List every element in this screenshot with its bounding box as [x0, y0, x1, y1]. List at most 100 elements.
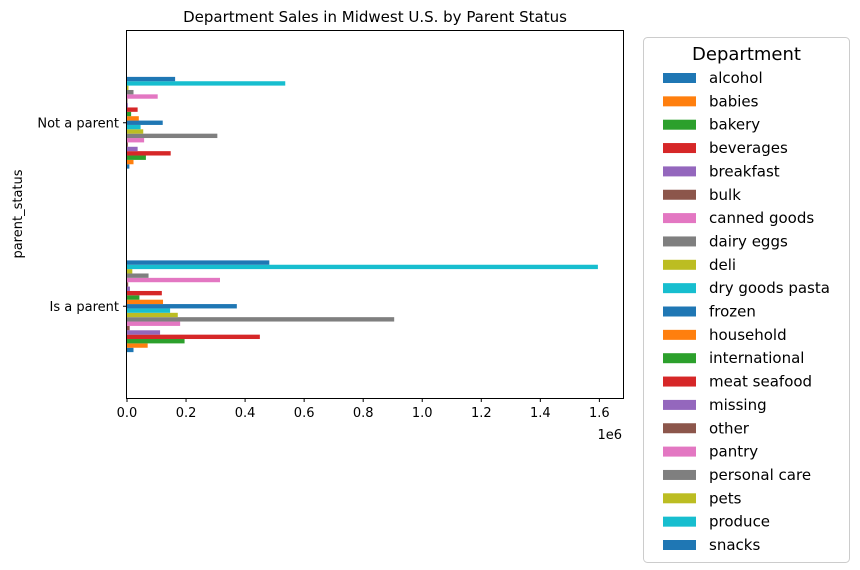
- legend-label-babies: babies: [709, 92, 759, 110]
- legend-label-missing: missing: [709, 396, 767, 414]
- legend: Department alcohol babies bakery beverages b…: [643, 37, 850, 563]
- bar-beverages-is-a-parent: [127, 334, 260, 340]
- bar-pantry-is-a-parent: [127, 277, 220, 283]
- legend-swatch-meat-seafood: [663, 376, 696, 387]
- x-scale-label: 1e6: [597, 428, 622, 443]
- legend-label-beverages: beverages: [709, 139, 788, 157]
- bar-dairy-eggs-is-a-parent: [127, 317, 395, 322]
- bar-dry-goods-pasta-is-a-parent: [127, 308, 171, 313]
- legend-swatch-pantry: [663, 446, 696, 457]
- bar-produce-is-a-parent: [127, 264, 598, 270]
- bar-breakfast-not-a-parent: [127, 146, 138, 152]
- legend-label-meat-seafood: meat seafood: [709, 373, 812, 391]
- bar-other-is-a-parent: [127, 282, 129, 287]
- bar-alcohol-is-a-parent: [127, 347, 134, 353]
- legend-label-bulk: bulk: [709, 186, 741, 204]
- x-tick-label: 0.2: [176, 406, 197, 421]
- chart-title: Department Sales in Midwest U.S. by Pare…: [183, 8, 567, 26]
- bar-bakery-not-a-parent: [127, 155, 146, 160]
- x-tick-label: 0.8: [353, 406, 374, 421]
- bar-pets-not-a-parent: [127, 85, 129, 90]
- y-tick-label: Is a parent: [50, 300, 119, 315]
- legend-title: Department: [692, 44, 801, 65]
- bar-canned-goods-not-a-parent: [127, 138, 145, 143]
- plot-frame: [126, 30, 624, 399]
- legend-swatch-pets: [663, 493, 696, 504]
- bar-dairy-eggs-not-a-parent: [127, 133, 218, 139]
- bar-missing-is-a-parent: [127, 286, 130, 291]
- y-tick-label: Not a parent: [37, 116, 119, 131]
- legend-label-produce: produce: [709, 513, 770, 531]
- legend-swatch-babies: [663, 96, 696, 107]
- x-tick-label: 1.4: [530, 406, 551, 421]
- bar-frozen-is-a-parent: [127, 304, 237, 309]
- y-tick-group: Is a parent Not a parent: [37, 116, 127, 315]
- bar-household-is-a-parent: [127, 299, 164, 305]
- bar-personal-care-is-a-parent: [127, 273, 149, 278]
- bar-babies-not-a-parent: [127, 159, 134, 165]
- bar-alcohol-not-a-parent: [127, 164, 130, 169]
- legend-swatch-produce: [663, 516, 696, 527]
- bar-bakery-is-a-parent: [127, 339, 185, 344]
- x-tick-label: 0.4: [235, 406, 256, 421]
- bar-pantry-not-a-parent: [127, 94, 158, 99]
- legend-swatch-snacks: [663, 540, 696, 550]
- legend-swatch-deli: [663, 259, 696, 270]
- bar-babies-is-a-parent: [127, 343, 148, 348]
- x-tick-label: 1.0: [412, 406, 433, 421]
- legend-label-dry-goods-pasta: dry goods pasta: [709, 279, 830, 297]
- bar-snacks-is-a-parent: [127, 260, 270, 265]
- legend-label-bakery: bakery: [709, 116, 760, 134]
- legend-label-household: household: [709, 326, 787, 344]
- bars-group: [127, 76, 598, 353]
- legend-swatch-canned-goods: [663, 213, 696, 224]
- x-tick-label: 1.6: [589, 406, 610, 421]
- x-tick-label: 1.2: [471, 406, 492, 421]
- bar-international-is-a-parent: [127, 295, 140, 300]
- legend-swatch-dairy-eggs: [663, 236, 696, 247]
- legend-swatch-breakfast: [663, 166, 696, 177]
- bar-deli-is-a-parent: [127, 312, 178, 318]
- legend-swatch-beverages: [663, 143, 696, 154]
- bar-meat-seafood-is-a-parent: [127, 290, 162, 296]
- bar-international-not-a-parent: [127, 111, 132, 117]
- y-axis-label: parent_status: [11, 169, 26, 258]
- legend-swatch-household: [663, 329, 696, 340]
- bar-deli-not-a-parent: [127, 129, 144, 134]
- legend-swatch-dry-goods-pasta: [663, 283, 696, 294]
- legend-label-other: other: [709, 419, 750, 437]
- legend-swatch-bulk: [663, 189, 696, 200]
- legend-swatch-bakery: [663, 119, 696, 130]
- x-tick-group: 0.0 0.2 0.4 0.6 0.8 1.0 1.2 1.4 1.6: [117, 398, 610, 421]
- legend-label-breakfast: breakfast: [709, 162, 780, 180]
- legend-swatch-international: [663, 353, 696, 364]
- bar-breakfast-is-a-parent: [127, 330, 161, 335]
- legend-label-frozen: frozen: [709, 303, 756, 321]
- bar-frozen-not-a-parent: [127, 120, 163, 125]
- bar-beverages-not-a-parent: [127, 151, 171, 156]
- legend-label-personal-care: personal care: [709, 466, 811, 484]
- legend-swatch-missing: [663, 399, 696, 410]
- bar-dry-goods-pasta-not-a-parent: [127, 124, 141, 130]
- bar-canned-goods-is-a-parent: [127, 321, 181, 326]
- legend-label-canned-goods: canned goods: [709, 209, 814, 227]
- legend-items: alcohol babies bakery beverages breakfast bul…: [663, 69, 830, 554]
- legend-label-international: international: [709, 349, 804, 367]
- legend-swatch-other: [663, 423, 696, 434]
- bar-pets-is-a-parent: [127, 269, 133, 274]
- x-tick-label: 0.6: [294, 406, 315, 421]
- legend-label-snacks: snacks: [709, 536, 760, 554]
- bar-snacks-not-a-parent: [127, 76, 176, 82]
- legend-swatch-alcohol: [663, 73, 696, 83]
- bar-personal-care-not-a-parent: [127, 89, 134, 95]
- legend-label-pantry: pantry: [709, 443, 758, 461]
- x-tick-label: 0.0: [117, 406, 138, 421]
- legend-label-dairy-eggs: dairy eggs: [709, 232, 788, 250]
- legend-swatch-frozen: [663, 306, 696, 317]
- bar-meat-seafood-not-a-parent: [127, 107, 138, 112]
- bar-missing-not-a-parent: [127, 103, 128, 108]
- bar-bulk-is-a-parent: [127, 325, 130, 331]
- bar-household-not-a-parent: [127, 116, 139, 121]
- legend-swatch-personal-care: [663, 469, 696, 480]
